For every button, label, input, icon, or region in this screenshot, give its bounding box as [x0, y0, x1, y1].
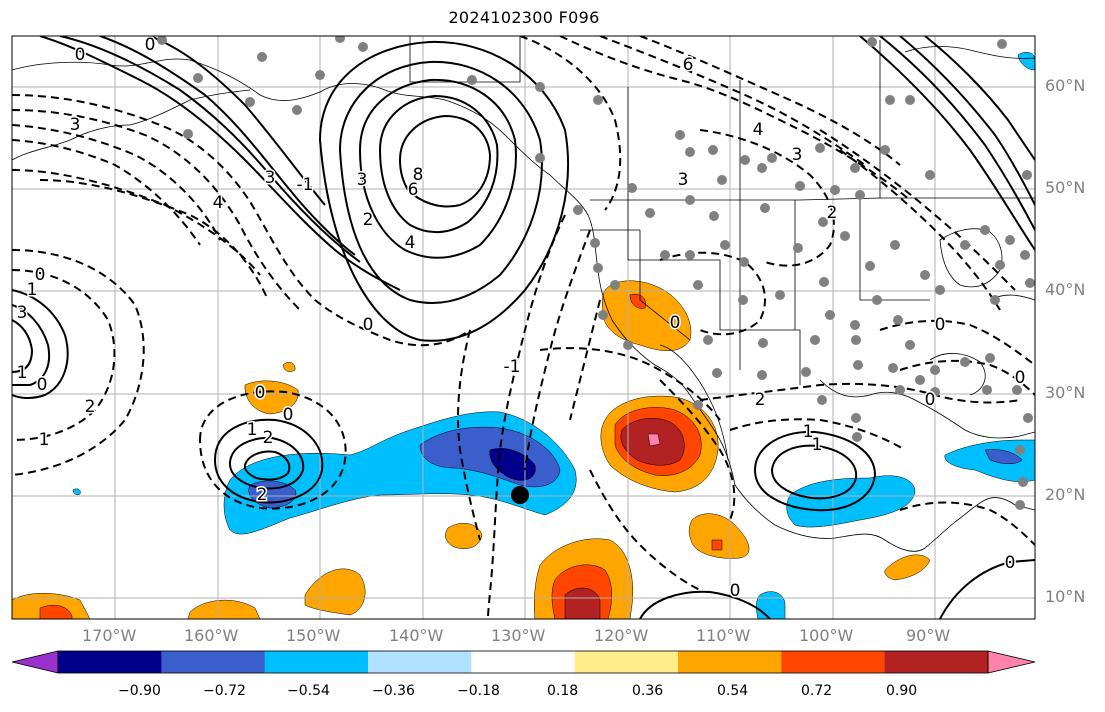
colorbar-tick: 0.90: [886, 683, 918, 699]
contour-label: 2: [85, 397, 96, 417]
contour-label: 4: [405, 233, 416, 253]
contour-label: 3: [70, 115, 81, 135]
contour-label: 0: [255, 383, 266, 403]
contour-label: -1: [504, 357, 521, 377]
lon-label-100w: 100°W: [799, 626, 854, 645]
lat-label-20n: 20°N: [1045, 485, 1086, 504]
colorbar-extend-high: [987, 650, 1036, 674]
contour-label: 0: [935, 315, 946, 335]
lat-label-50n: 50°N: [1045, 178, 1086, 197]
lon-label-170w: 170°W: [82, 626, 137, 645]
contour-label: 2: [363, 210, 374, 230]
colorbar-segment: [161, 651, 266, 673]
contour-label: 6: [683, 55, 694, 75]
colorbar-tick: 0.18: [547, 683, 579, 699]
lat-label-10n: 10°N: [1045, 587, 1086, 606]
contour-label: 3: [265, 168, 276, 188]
colorbar-segment: [781, 651, 886, 673]
colorbar-tick: 0.36: [632, 683, 664, 699]
contour-label: 1: [247, 420, 258, 440]
contour-lines: [12, 36, 1035, 619]
contour-label: 3: [17, 303, 28, 323]
colorbar-segment: [58, 651, 162, 673]
lon-label-140w: 140°W: [389, 626, 444, 645]
colorbar-tick: −0.72: [203, 683, 246, 699]
colorbar-tick: −0.54: [287, 683, 330, 699]
lon-label-90w: 90°W: [906, 626, 951, 645]
contour-label: 1: [27, 280, 38, 300]
lat-label-60n: 60°N: [1045, 76, 1086, 95]
lon-label-120w: 120°W: [594, 626, 649, 645]
colorbar-segments: [11, 650, 1036, 674]
contour-label: 1: [803, 422, 814, 442]
colorbar-tick: 0.72: [801, 683, 833, 699]
contour-label: 1: [17, 363, 28, 383]
contour-label: 4: [753, 120, 764, 140]
lon-label-160w: 160°W: [184, 626, 239, 645]
contour-label: 0: [35, 265, 46, 285]
contour-label: 8: [413, 165, 424, 185]
contour-label: 1: [812, 435, 823, 455]
map-title: 2024102300 F096: [448, 8, 600, 27]
colorbar-segment: [471, 651, 576, 673]
lon-label-150w: 150°W: [286, 626, 341, 645]
contour-label: 2: [263, 428, 274, 448]
station-dots: [157, 36, 1035, 510]
contour-label: 0: [37, 375, 48, 395]
contour-label: 0: [145, 35, 156, 55]
colorbar-tick: −0.18: [457, 683, 500, 699]
colorbar-segment: [264, 651, 369, 673]
contour-label: 0: [363, 315, 374, 335]
contour-label: 6: [408, 180, 419, 200]
contour-label: 1: [39, 430, 50, 450]
contour-label: 2: [755, 390, 766, 410]
contour-label: 0: [75, 45, 86, 65]
lon-label-110w: 110°W: [696, 626, 751, 645]
contour-label: 3: [678, 170, 689, 190]
map-frame: [11, 35, 1036, 620]
lat-label-30n: 30°N: [1045, 383, 1086, 402]
storm-center-marker: [511, 486, 529, 504]
contour-label: 2: [257, 485, 268, 505]
contour-label: 0: [730, 581, 741, 601]
contour-label: 3: [792, 145, 803, 165]
colorbar-segment: [368, 651, 472, 673]
contour-label: 0: [1005, 553, 1016, 573]
colorbar-segment: [678, 651, 782, 673]
colorbar-segment: [574, 651, 679, 673]
shaded-field-layer: [12, 52, 1035, 619]
lat-label-40n: 40°N: [1045, 280, 1086, 299]
contour-label: 0: [670, 313, 681, 333]
contour-label: 4: [213, 193, 224, 213]
colorbar-tick: −0.90: [118, 683, 161, 699]
contour-label: -1: [297, 175, 314, 195]
colorbar-tick: 0.54: [717, 683, 749, 699]
colorbar-segment: [884, 651, 989, 673]
lon-label-130w: 130°W: [491, 626, 546, 645]
contour-label: 3: [357, 170, 368, 190]
colorbar-tick: −0.36: [372, 683, 415, 699]
colorbar: [11, 650, 1036, 674]
colorbar-extend-low: [11, 650, 59, 674]
contour-label: 0: [925, 390, 936, 410]
contour-label: 0: [283, 405, 294, 425]
contour-label: 0: [1015, 368, 1026, 388]
contour-label: 2: [827, 203, 838, 223]
colorbar-outline: [57, 650, 989, 674]
